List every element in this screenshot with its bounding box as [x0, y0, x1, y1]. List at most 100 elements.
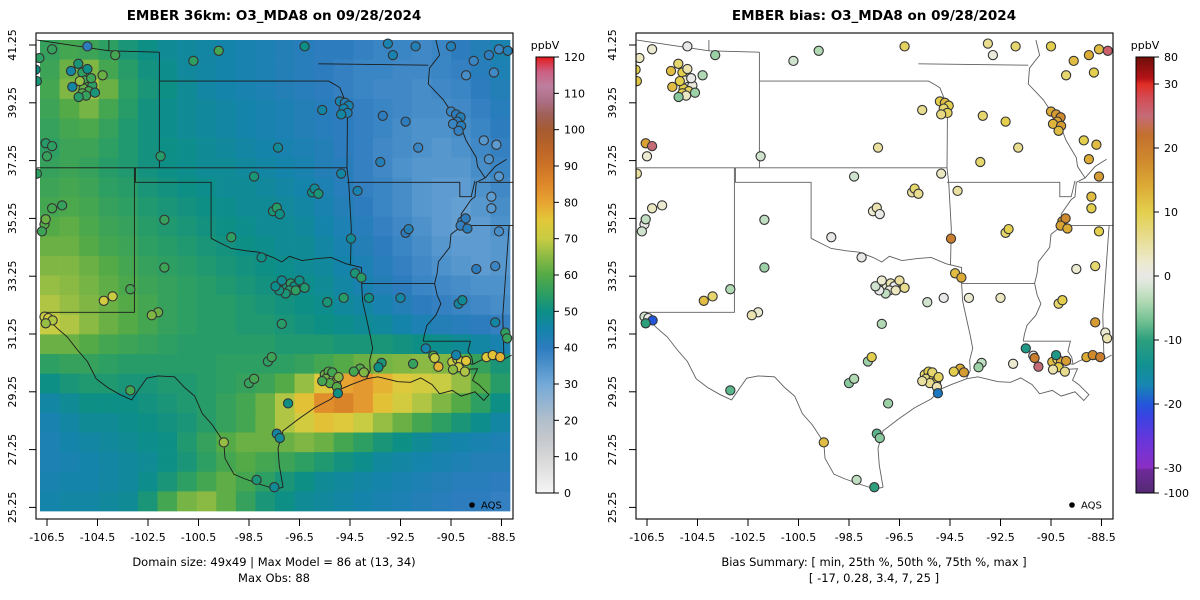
station-dot: [682, 41, 693, 52]
station-dot: [400, 116, 411, 127]
model-colorbar-tick: 100: [564, 124, 585, 137]
station-dot: [41, 151, 53, 162]
station-dot: [270, 281, 281, 292]
right-map-title: EMBER bias: O3_MDA8 on 09/28/2024: [732, 8, 1016, 24]
station-dots-layer: [36, 38, 513, 493]
bias-colorbar-tick: 20: [1164, 142, 1178, 155]
station-dot: [899, 41, 910, 52]
station-dot: [1102, 45, 1113, 56]
station-dot: [447, 364, 459, 375]
y-tick-label: 27.25: [606, 434, 619, 466]
station-dot: [682, 63, 693, 75]
x-tick-label: -92.5: [386, 531, 414, 544]
station-dot: [1095, 351, 1106, 363]
bias-colorbar-tick: -30: [1164, 462, 1182, 475]
station-dot: [952, 185, 963, 197]
border-line: [484, 158, 507, 179]
station-dot: [40, 214, 51, 225]
station-dot: [410, 41, 421, 52]
station-dot: [125, 284, 136, 295]
station-dot: [36, 52, 45, 64]
left-aqs-legend-dot: [469, 502, 475, 508]
left-colorbar-unit: ppbV: [531, 39, 560, 52]
y-tick-label: 31.25: [6, 318, 19, 350]
station-dot: [460, 70, 472, 81]
station-dot: [1029, 352, 1040, 364]
station-dot: [445, 41, 457, 52]
station-dot: [640, 214, 651, 225]
station-dot: [982, 38, 994, 49]
station-dot: [495, 351, 506, 363]
border-line: [877, 378, 967, 488]
border-line: [947, 180, 1076, 198]
station-dot: [299, 41, 310, 52]
station-dot: [1050, 349, 1062, 361]
station-dot: [1060, 70, 1072, 81]
station-dot: [266, 351, 277, 363]
station-dot: [387, 49, 399, 61]
border-line: [643, 312, 884, 490]
x-tick-label: -94.5: [336, 531, 364, 544]
station-dot: [1078, 135, 1089, 146]
station-dot: [973, 362, 984, 373]
station-dot: [403, 223, 414, 235]
y-tick-label: 33.25: [6, 260, 19, 292]
y-tick-label: 25.25: [6, 492, 19, 524]
station-dot: [213, 45, 224, 56]
station-dot: [188, 55, 199, 67]
border-line: [422, 39, 486, 342]
station-dot: [1093, 171, 1105, 182]
x-tick-label: -96.5: [885, 531, 913, 544]
station-dot: [759, 262, 770, 273]
y-tick-label: 33.25: [606, 260, 619, 292]
station-dot: [759, 214, 770, 225]
station-dot: [987, 49, 999, 61]
station-dot: [899, 282, 910, 293]
y-tick-label: 39.25: [6, 87, 19, 119]
station-dot: [788, 55, 799, 67]
station-dot: [963, 292, 975, 304]
station-dot: [1086, 191, 1097, 202]
station-dot: [502, 45, 513, 56]
x-tick-label: -88.5: [487, 531, 515, 544]
station-dot: [294, 275, 305, 286]
station-dot: [640, 318, 651, 329]
border-line: [361, 283, 374, 379]
x-tick-label: -106.5: [29, 531, 64, 544]
x-tick-label: -88.5: [1087, 531, 1115, 544]
station-dot: [248, 171, 260, 182]
station-dot: [932, 388, 944, 399]
station-dot: [636, 226, 648, 237]
station-dot: [872, 142, 884, 153]
station-dot: [46, 44, 58, 55]
station-dot: [1053, 125, 1064, 136]
station-dot: [332, 388, 344, 399]
station-dot: [322, 297, 333, 308]
station-dot: [356, 272, 367, 283]
station-dot: [67, 81, 78, 93]
border-line: [346, 167, 352, 266]
station-dot: [917, 104, 928, 116]
x-tick-label: -102.5: [730, 531, 765, 544]
station-dot: [665, 65, 677, 77]
station-dot: [1057, 295, 1068, 306]
station-dot: [1093, 44, 1105, 55]
y-tick-label: 31.25: [606, 318, 619, 350]
station-dot: [686, 73, 697, 84]
right-caption-line2: [ -17, 0.28, 3.4, 7, 25 ]: [809, 571, 939, 585]
x-tick-label: -106.5: [629, 531, 664, 544]
station-dot: [636, 168, 643, 179]
station-dot: [933, 371, 944, 383]
station-dot: [848, 373, 860, 384]
station-dot: [125, 385, 136, 396]
station-dot: [74, 75, 85, 87]
station-dot: [636, 75, 643, 87]
station-dot: [317, 375, 328, 387]
border-line: [347, 180, 476, 198]
station-dot: [395, 292, 406, 304]
station-dot: [876, 318, 887, 330]
axes-layer: -106.5 -104.5 -102.5 -100.5 -98.5 -96.5 -94.5 -…: [6, 29, 1116, 544]
station-dot: [636, 64, 641, 75]
bias-colorbar-tick: -20: [1164, 398, 1182, 411]
